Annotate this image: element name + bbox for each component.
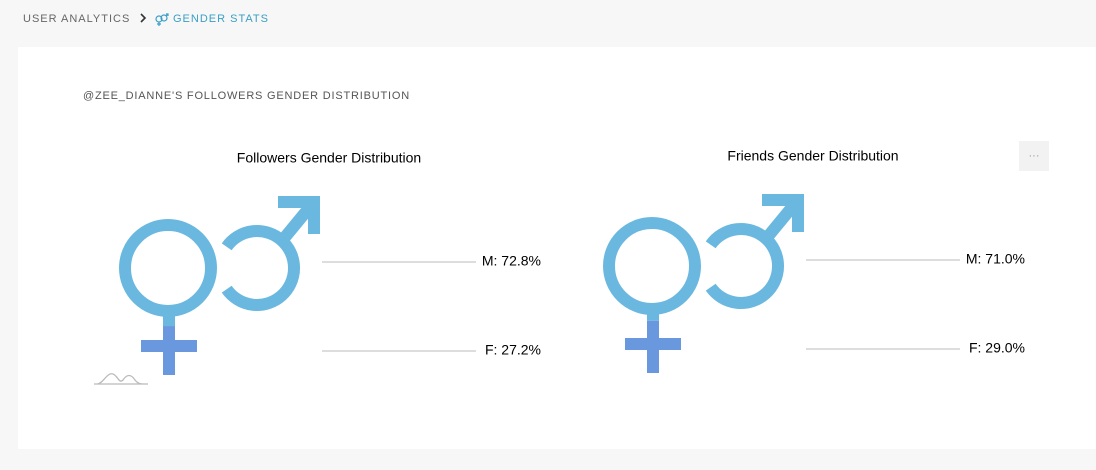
male-fill: [110, 195, 330, 327]
value-label: F: 27.2%: [485, 342, 541, 358]
section-title: @ZEE_DIANNE'S FOLLOWERS GENDER DISTRIBUT…: [83, 90, 410, 102]
menu-button-label[interactable]: ···: [1029, 150, 1040, 162]
breadcrumb-chevron: [140, 13, 147, 23]
breadcrumb-current: GENDER STATS: [173, 13, 269, 25]
female-fill: [110, 326, 330, 375]
menu-button[interactable]: [1019, 141, 1049, 171]
chart-title: Followers Gender Distribution: [237, 150, 421, 166]
value-label: F: 29.0%: [969, 340, 1025, 356]
breadcrumb-parent[interactable]: USER ANALYTICS: [23, 13, 130, 25]
male-fill: [594, 193, 814, 321]
value-label: M: 71.0%: [966, 251, 1025, 267]
gender-icon: [110, 195, 330, 375]
breadcrumb-icon: [155, 13, 169, 26]
value-label: M: 72.8%: [482, 253, 541, 269]
chart-title: Friends Gender Distribution: [727, 148, 898, 164]
female-fill: [594, 320, 814, 373]
chart: Friends Gender Distribution M: 71.0% F: 29…: [594, 148, 1025, 373]
gender-icon: [594, 193, 814, 373]
chart: Followers Gender Distribution M: 72.8% F: …: [110, 150, 541, 375]
chart-logo: [94, 373, 148, 385]
